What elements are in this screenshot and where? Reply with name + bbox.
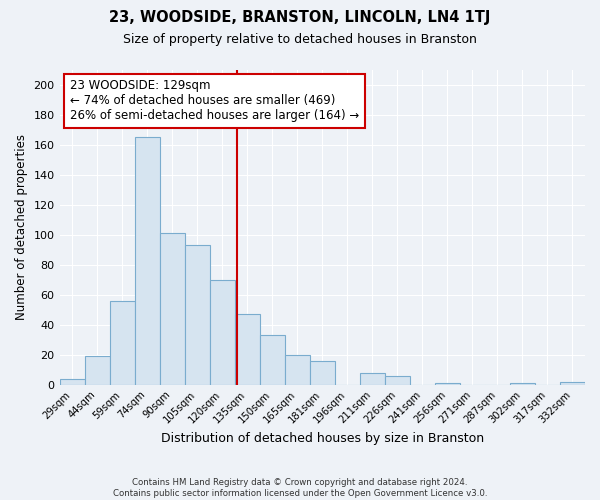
Bar [310, 360, 335, 384]
Bar [510, 383, 535, 384]
Bar [360, 372, 385, 384]
Text: Size of property relative to detached houses in Branston: Size of property relative to detached ho… [123, 32, 477, 46]
Bar [209, 280, 235, 384]
Bar [85, 356, 110, 384]
Y-axis label: Number of detached properties: Number of detached properties [15, 134, 28, 320]
X-axis label: Distribution of detached houses by size in Branston: Distribution of detached houses by size … [161, 432, 484, 445]
Bar [385, 376, 410, 384]
Bar [560, 382, 585, 384]
Bar [160, 234, 185, 384]
Bar [110, 300, 134, 384]
Text: 23, WOODSIDE, BRANSTON, LINCOLN, LN4 1TJ: 23, WOODSIDE, BRANSTON, LINCOLN, LN4 1TJ [109, 10, 491, 25]
Bar [185, 246, 209, 384]
Bar [435, 383, 460, 384]
Bar [285, 354, 310, 384]
Bar [235, 314, 260, 384]
Bar [134, 138, 160, 384]
Bar [260, 335, 285, 384]
Bar [59, 378, 85, 384]
Text: Contains HM Land Registry data © Crown copyright and database right 2024.
Contai: Contains HM Land Registry data © Crown c… [113, 478, 487, 498]
Text: 23 WOODSIDE: 129sqm
← 74% of detached houses are smaller (469)
26% of semi-detac: 23 WOODSIDE: 129sqm ← 74% of detached ho… [70, 80, 359, 122]
